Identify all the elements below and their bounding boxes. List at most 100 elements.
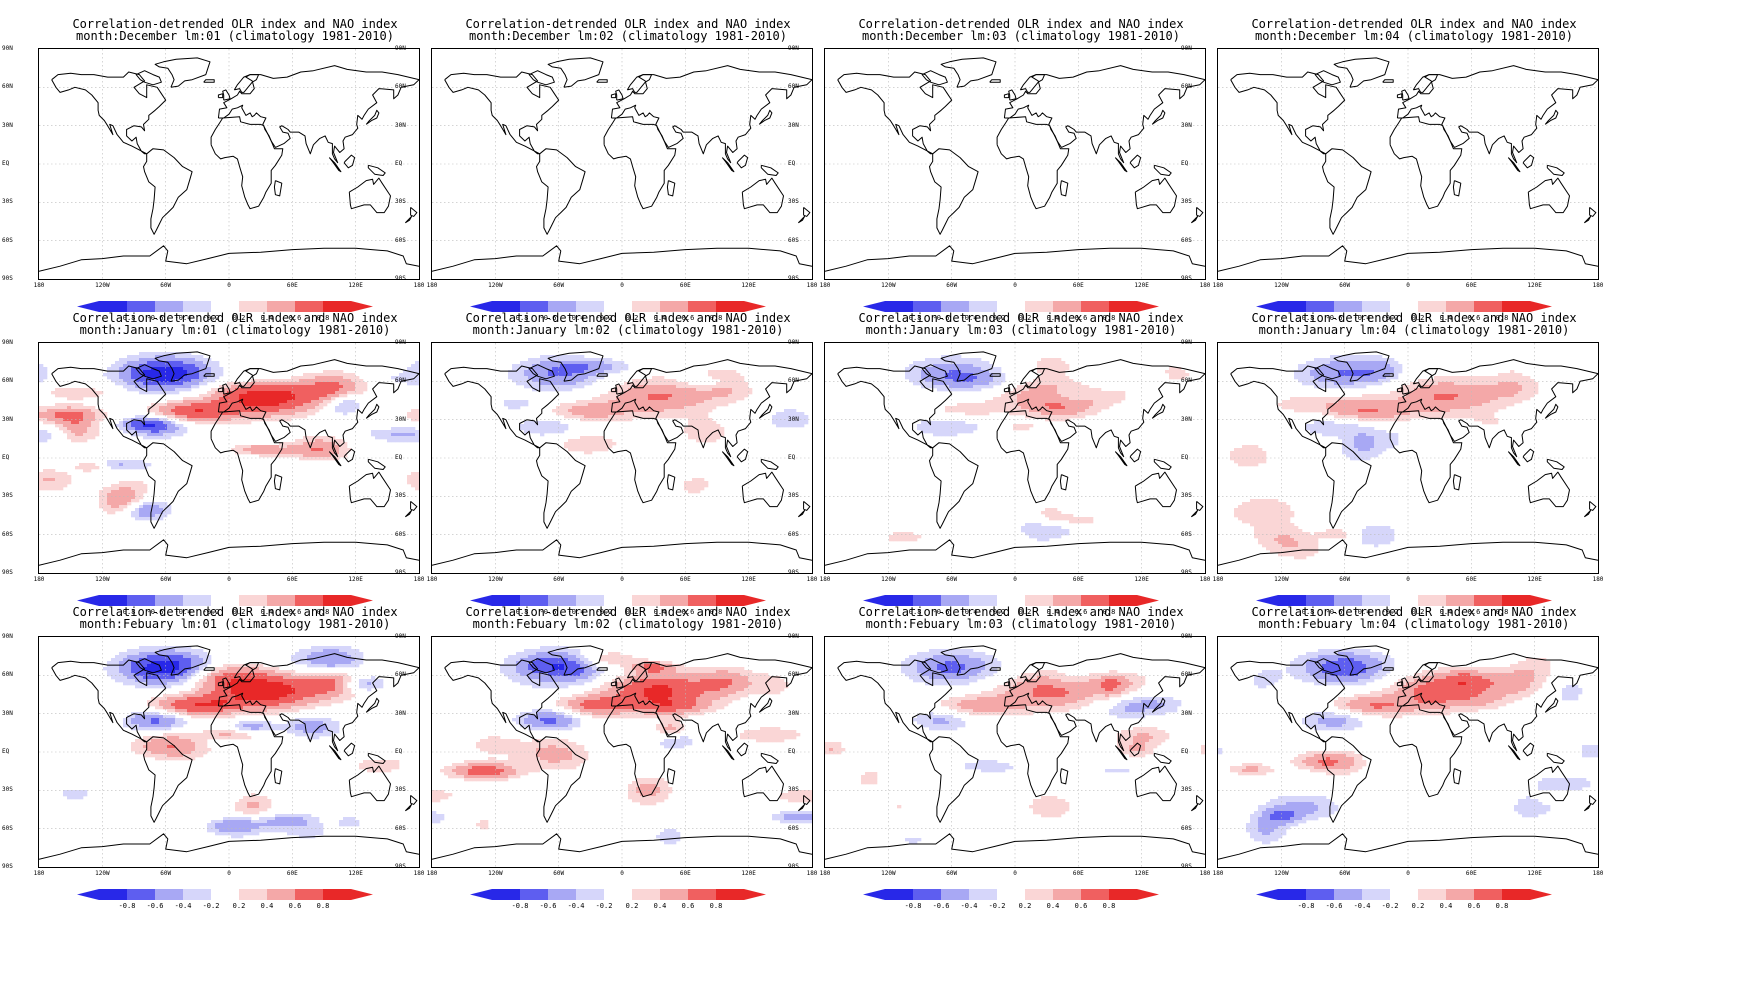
colorbar [863, 595, 1159, 606]
longitude-tick-label: 180 [819, 870, 831, 877]
colorbar-segment [1334, 301, 1362, 312]
world-map [824, 636, 1206, 868]
colorbar-extend-high [1137, 301, 1159, 312]
colorbar-segment [885, 595, 913, 606]
colorbar-segment [604, 889, 632, 900]
colorbar-label: -0.6 [932, 608, 950, 616]
map-panel: Correlation-detrended OLR index and NAO … [1179, 588, 1619, 918]
anomaly-field [504, 355, 809, 494]
latitude-tick-label: 60N [788, 83, 799, 91]
longitude-tick-label: 0 [620, 576, 624, 583]
colorbar-segment [267, 301, 295, 312]
latitude-tick-label: 30N [395, 121, 406, 129]
colorbar-label: 0.8 [1495, 608, 1509, 616]
world-map [38, 636, 420, 868]
latitude-tick-label: 60S [2, 530, 13, 538]
colorbar-segment [1109, 301, 1137, 312]
colorbar-segment [941, 889, 969, 900]
colorbar-segment [520, 889, 548, 900]
colorbar-label: 0.8 [316, 314, 330, 322]
longitude-tick-label: 120W [1274, 576, 1289, 583]
longitude-tick-label: 0 [227, 282, 231, 289]
world-map [431, 48, 813, 280]
longitude-tick-label: 180 [1199, 282, 1211, 289]
colorbar-segment [576, 301, 604, 312]
latitude-tick-label: EQ [395, 160, 403, 167]
colorbar-label: 0.4 [1439, 902, 1453, 910]
longitude-tick-label: 120E [1134, 576, 1149, 583]
colorbar-label: -0.6 [146, 902, 164, 910]
colorbar-label: -0.6 [1325, 902, 1343, 910]
latitude-tick-label: EQ [395, 454, 403, 461]
colorbar-segment [969, 595, 997, 606]
colorbar [77, 595, 373, 606]
longitude-tick-label: 60W [553, 870, 565, 877]
latitude-tick-label: EQ [788, 160, 796, 167]
coastlines [39, 645, 419, 860]
longitude-tick-label: 120E [348, 870, 363, 877]
panel-title-line1: Correlation-detrended OLR index and NAO … [72, 605, 398, 619]
colorbar-extend-high [1530, 595, 1552, 606]
colorbar-label: -0.8 [1297, 314, 1315, 322]
colorbar-extend-low [1256, 889, 1278, 900]
longitude-tick-label: 180 [413, 576, 425, 583]
latitude-tick-label: 60S [395, 236, 406, 244]
longitude-tick-label: 180 [1212, 870, 1224, 877]
colorbar-segment [1053, 301, 1081, 312]
colorbar-segment [1446, 889, 1474, 900]
longitude-tick-label: 180 [426, 576, 438, 583]
latitude-tick-label: 30S [395, 492, 406, 500]
anomaly-field [825, 649, 1205, 845]
anomaly-field [889, 355, 1190, 542]
panel-title-line1: Correlation-detrended OLR index and NAO … [465, 311, 791, 325]
colorbar-label: 0.4 [653, 902, 667, 910]
colorbar-label: 0.8 [316, 608, 330, 616]
longitude-tick-label: 120W [488, 870, 503, 877]
colorbar-extend-low [470, 889, 492, 900]
colorbar-segment [997, 301, 1025, 312]
colorbar [1256, 595, 1552, 606]
colorbar-segment [632, 595, 660, 606]
colorbar-label: 0.6 [681, 608, 695, 616]
latitude-tick-label: 30N [2, 415, 13, 423]
colorbar-label: -0.2 [202, 608, 220, 616]
longitude-tick-label: 180 [33, 870, 45, 877]
colorbar-label: 0.6 [288, 314, 302, 322]
colorbar-label: -0.2 [1381, 608, 1399, 616]
colorbar-segment [913, 595, 941, 606]
colorbar-segment [239, 595, 267, 606]
latitude-tick-label: EQ [395, 748, 403, 755]
longitude-tick-label: 180 [1212, 282, 1224, 289]
colorbar-label: -0.4 [960, 608, 978, 616]
colorbar-segment [660, 301, 688, 312]
colorbar-label: -0.8 [118, 902, 136, 910]
longitude-tick-label: 0 [1013, 282, 1017, 289]
longitude-tick-label: 180 [1212, 576, 1224, 583]
latitude-tick-label: 60S [2, 236, 13, 244]
longitude-tick-label: 180 [413, 870, 425, 877]
colorbar-label: 0.2 [1411, 902, 1425, 910]
colorbar-segment [323, 595, 351, 606]
longitude-tick-label: 120W [881, 870, 896, 877]
colorbar-label: 0.4 [260, 314, 274, 322]
colorbar [470, 595, 766, 606]
panel-title-line2: month:December lm:03 (climatology 1981-2… [862, 29, 1180, 43]
coastlines [1218, 57, 1598, 272]
longitude-tick-label: 0 [620, 282, 624, 289]
longitude-tick-label: 60E [679, 576, 691, 583]
colorbar-segment [632, 889, 660, 900]
colorbar-segment [1334, 889, 1362, 900]
world-map [431, 342, 813, 574]
colorbar-extend-high [744, 301, 766, 312]
panel-title-line2: month:December lm:01 (climatology 1981-2… [76, 29, 394, 43]
panel-title-line2: month:January lm:04 (climatology 1981-20… [1258, 323, 1570, 337]
longitude-tick-label: 120W [95, 870, 110, 877]
longitude-tick-label: 180 [33, 576, 45, 583]
colorbar-label: 0.4 [1046, 314, 1060, 322]
colorbar-segment [239, 301, 267, 312]
colorbar-segment [1081, 301, 1109, 312]
colorbar-label: -0.6 [146, 608, 164, 616]
latitude-tick-label: 30S [788, 786, 799, 794]
latitude-tick-label: 90S [1181, 569, 1192, 576]
colorbar-segment [183, 889, 211, 900]
